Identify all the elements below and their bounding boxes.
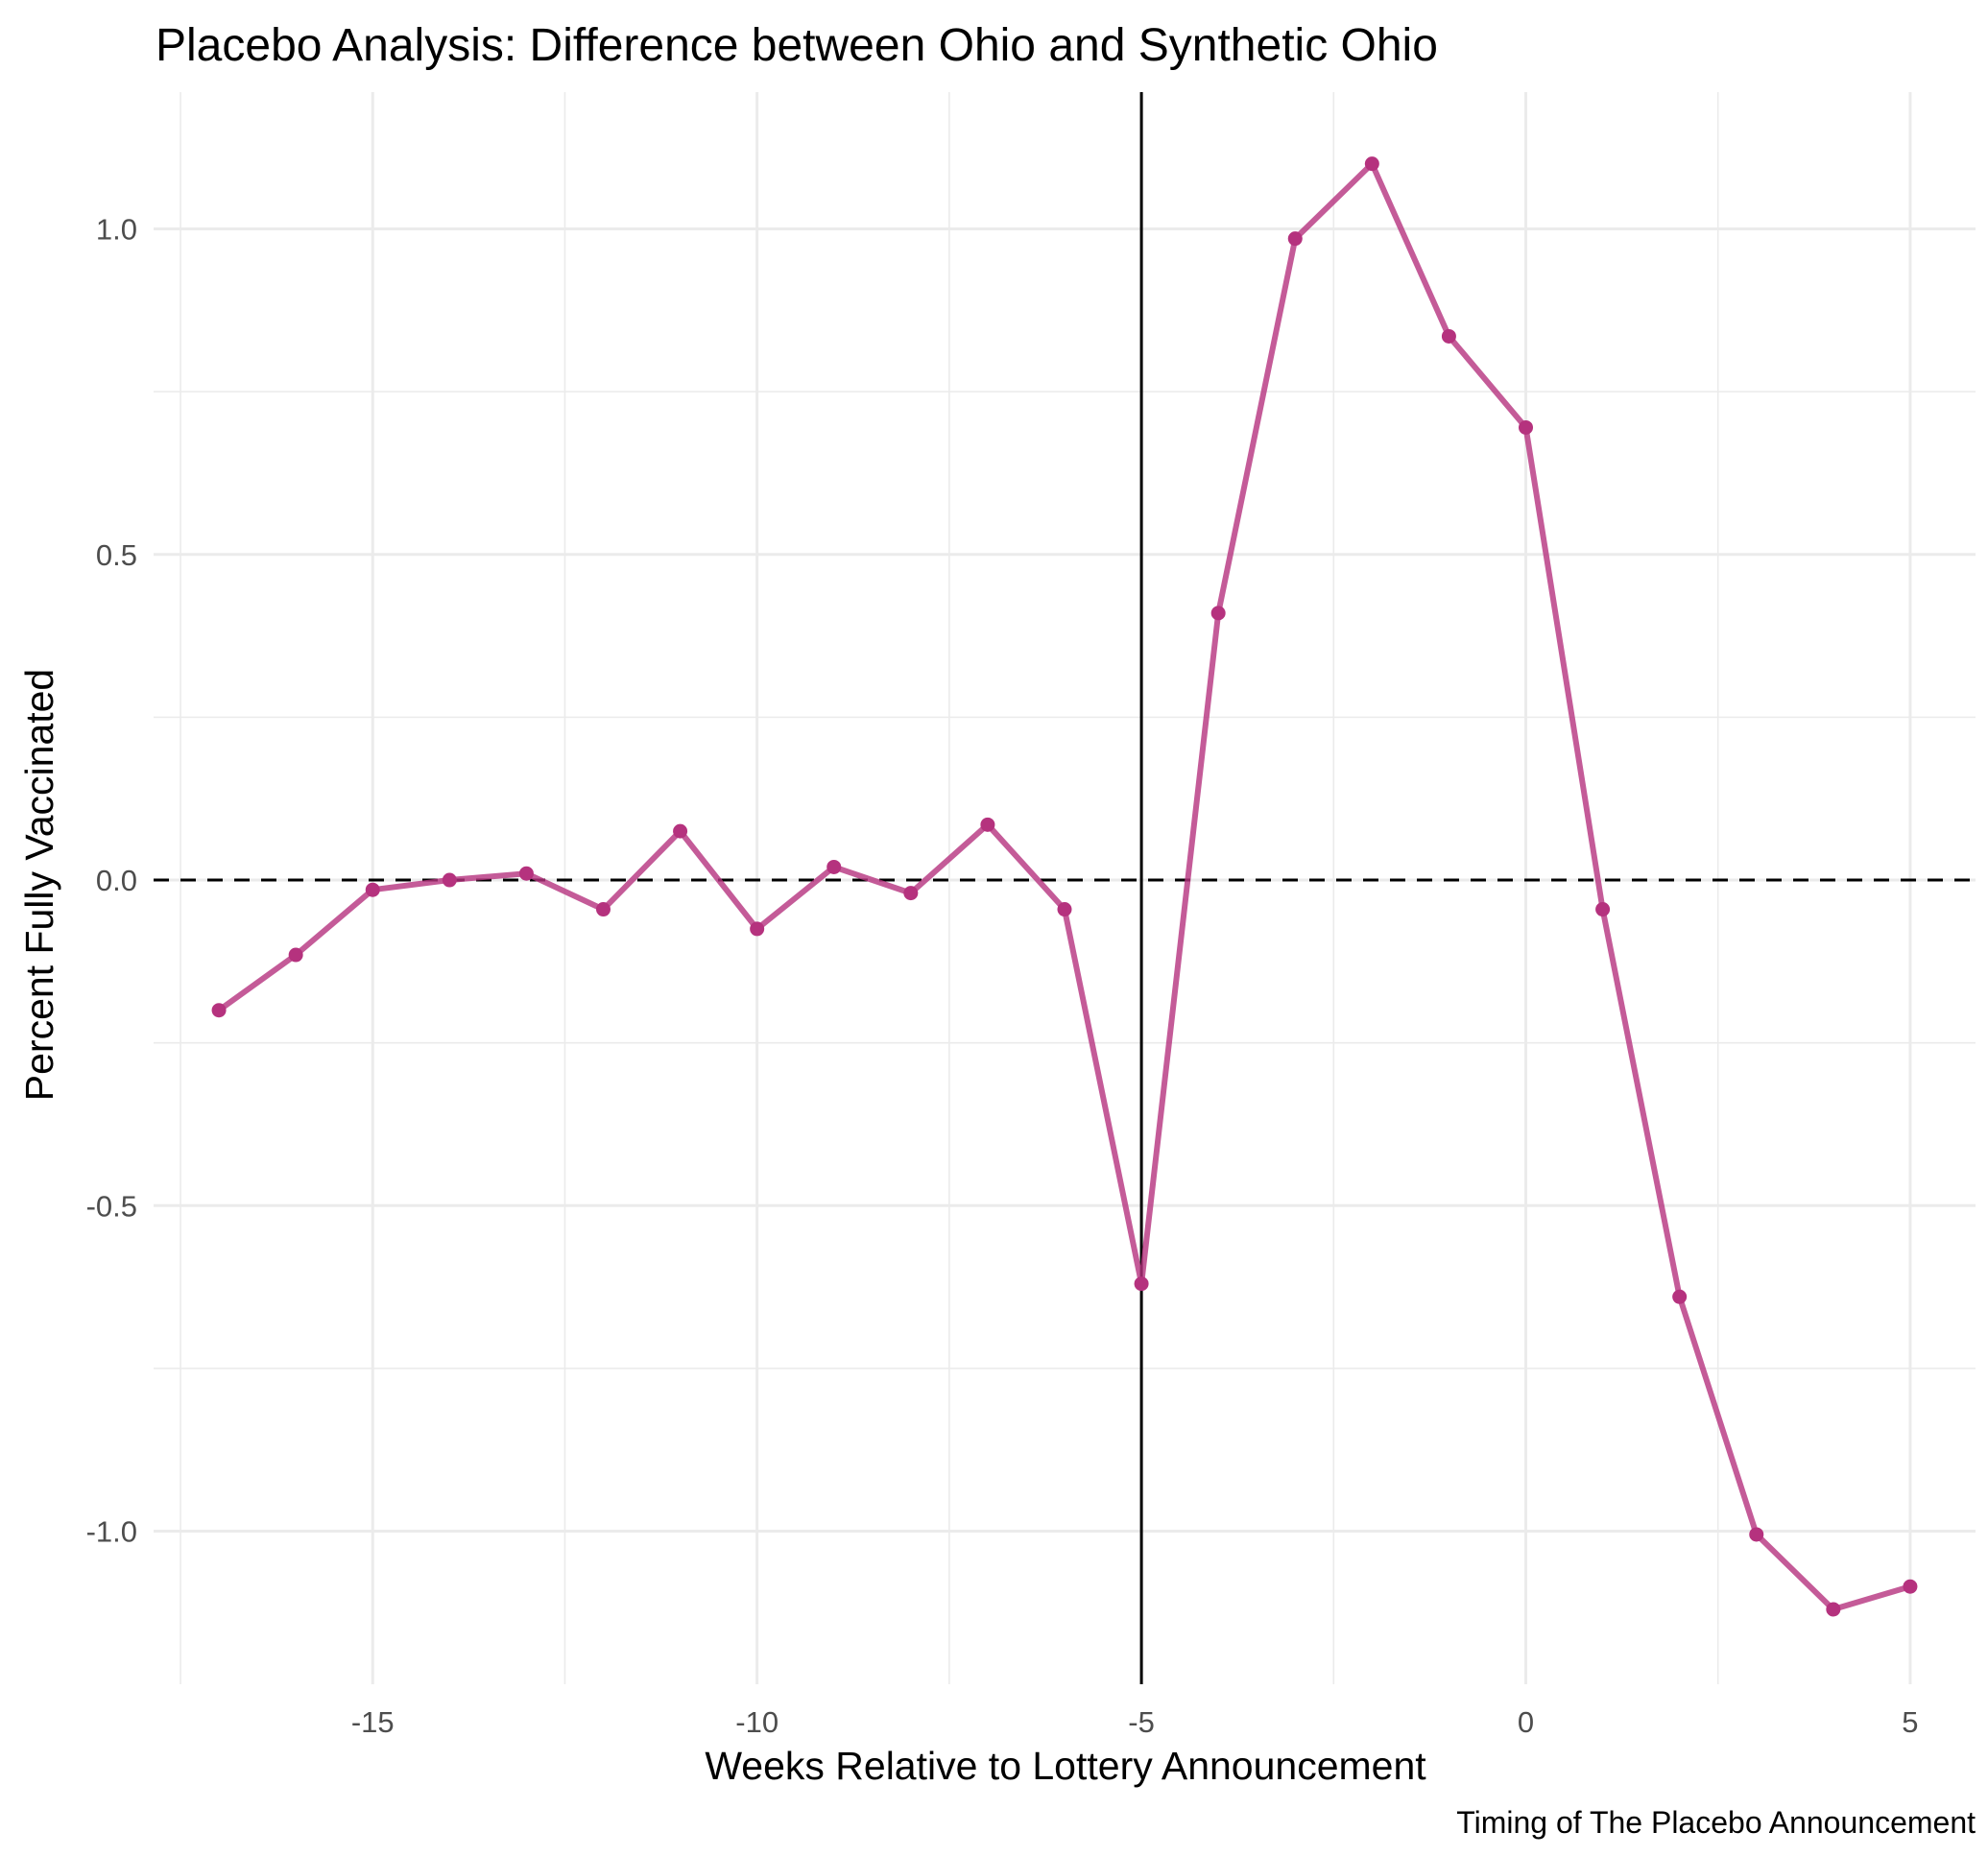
y-tick-label: 0.5 xyxy=(96,538,137,572)
chart-title: Placebo Analysis: Difference between Ohi… xyxy=(156,20,1438,71)
data-point xyxy=(1595,902,1611,917)
data-point xyxy=(750,921,765,937)
data-point xyxy=(1364,156,1379,172)
data-point xyxy=(1749,1527,1764,1542)
data-point xyxy=(1441,328,1456,344)
data-point xyxy=(1903,1579,1918,1594)
data-point xyxy=(1287,231,1303,247)
grid-layer xyxy=(154,92,1976,1684)
x-tick-label: -5 xyxy=(1128,1705,1155,1739)
data-point xyxy=(211,1003,227,1018)
data-point xyxy=(1210,606,1226,621)
y-tick-label: 1.0 xyxy=(96,212,137,246)
data-point xyxy=(288,947,303,963)
data-point xyxy=(1134,1276,1149,1292)
data-point xyxy=(1672,1289,1688,1304)
data-point xyxy=(518,866,534,881)
reference-lines xyxy=(154,92,1976,1684)
y-tick-label: -0.5 xyxy=(86,1189,137,1223)
data-point xyxy=(365,882,380,897)
data-point xyxy=(1057,902,1072,917)
x-tick-label: -10 xyxy=(735,1705,778,1739)
data-point xyxy=(1826,1602,1841,1617)
data-point xyxy=(903,886,919,901)
data-point xyxy=(673,823,688,839)
data-point xyxy=(1519,419,1534,435)
x-tick-label: -15 xyxy=(351,1705,395,1739)
series-layer xyxy=(211,156,1918,1617)
tick-labels: -15 -10 -5 0 5 -1.0 -0.5 0.0 0.5 1.0 xyxy=(86,212,1919,1739)
data-point xyxy=(980,817,995,832)
chart-caption: Timing of The Placebo Announcement xyxy=(1456,1805,1976,1840)
series-line xyxy=(216,160,1913,1612)
data-point xyxy=(826,859,842,874)
data-point xyxy=(595,902,611,917)
y-tick-label: -1.0 xyxy=(86,1515,137,1549)
y-axis-title: Percent Fully Vaccinated xyxy=(17,669,61,1101)
data-point xyxy=(442,872,457,888)
x-tick-label: 5 xyxy=(1902,1705,1918,1739)
x-tick-label: 0 xyxy=(1518,1705,1534,1739)
x-axis-title: Weeks Relative to Lottery Announcement xyxy=(705,1744,1426,1788)
y-tick-label: 0.0 xyxy=(96,864,137,897)
